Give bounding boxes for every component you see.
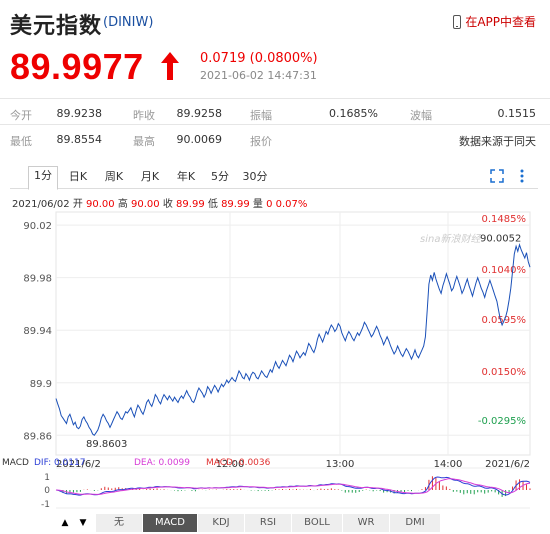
period-tabs: 1分 日K 周K 月K 年K 5分 30分 [10,164,538,190]
tab-30min[interactable]: 30分 [242,170,268,183]
y-tick-label: 89.86 [23,431,52,442]
stat-label-prev-close: 昨收 [133,109,155,122]
ohlc-high-label: 高 [117,199,128,210]
stat-label-amplitude: 振幅 [250,109,272,122]
ohlc-close: 89.99 [176,199,205,210]
tab-month-k[interactable]: 月K [140,170,160,183]
ohlc-bar: 2021/06/02 开 90.00 高 90.00 收 89.99 低 89.… [12,195,307,210]
ohlc-change-pct: 0.07% [275,199,308,210]
ohlc-high: 90.00 [131,199,160,210]
x-tick-label: 2021/6/2 [485,459,530,470]
macd-y-tick: 1 [44,473,50,483]
high-annotation: 90.0052 [480,234,521,245]
stat-label-low: 最低 [10,135,32,148]
open-in-app-label: 在APP中查看 [465,15,536,29]
indicator-tab-wr[interactable]: WR [343,514,390,532]
x-tick-label: 2021/6/2 [56,459,101,470]
stat-value-low: 89.8554 [56,133,103,146]
stats-row-2: 最低 89.8554 最高 90.0069 报价 数据来源于同天 [0,124,550,155]
watermark-text: sina新浪财经 [420,233,481,245]
stats-row-1: 今开 89.9238 昨收 89.9258 振幅 0.1685% 波幅 0.15… [0,98,550,129]
ohlc-volume-label: 量 [252,199,263,210]
tab-week-k[interactable]: 周K [104,170,124,183]
pct-tick-label: 0.1040% [482,265,527,276]
ohlc-open-label: 开 [72,199,83,210]
ohlc-close-label: 收 [162,199,173,210]
quote-time: 2021-06-02 14:47:31 [200,69,317,82]
current-price: 89.9977 [10,46,144,87]
open-in-app-link[interactable]: 在APP中查看 [453,13,536,30]
tab-day-k[interactable]: 日K [68,170,88,183]
stat-label-high: 最高 [133,135,155,148]
fullscreen-icon[interactable] [490,169,504,183]
macd-dif-label: DIF: 0.0117 [34,458,85,468]
index-title: 美元指数 [10,14,103,39]
y-tick-label: 89.9 [30,379,52,390]
stat-label-quote: 报价 [250,135,272,148]
data-source-note: 数据来源于同天 [459,135,536,148]
stat-label-range: 波幅 [410,109,432,122]
macd-label: MACD [2,458,29,468]
low-annotation: 89.8603 [86,439,127,450]
pct-tick-label: 0.0150% [482,367,527,378]
macd-value-label: MACD: 0.0036 [206,458,271,468]
indicator-tab-boll[interactable]: BOLL [292,514,343,532]
x-tick-label: 13:00 [326,459,355,470]
ohlc-open: 90.00 [86,199,115,210]
ohlc-low-label: 低 [207,199,218,210]
stat-value-open: 89.9238 [56,107,103,120]
y-tick-label: 89.94 [23,326,52,337]
tab-year-k[interactable]: 年K [176,170,196,183]
pct-tick-label: -0.0295% [478,416,526,427]
stat-value-amplitude: 0.1685% [329,107,378,120]
stat-value-range: 0.1515 [497,107,537,120]
y-tick-label: 89.98 [23,274,52,285]
price-line [55,243,531,437]
intraday-chart[interactable]: 90.02 89.98 89.94 89.9 89.86 0.1485% 0.1040% 0.… [0,210,550,512]
stat-value-high: 90.0069 [176,133,223,146]
price-change: 0.0719 (0.0800%) [200,51,318,66]
stat-value-prev-close: 89.9258 [176,107,223,120]
phone-icon [453,14,462,29]
index-code: (DINIW) [103,15,154,30]
tab-5min[interactable]: 5分 [211,170,229,183]
indicator-tab-rsi[interactable]: RSI [245,514,292,532]
ohlc-date: 2021/06/02 [12,199,70,210]
tab-1min[interactable]: 1分 [28,166,58,190]
scroll-up-button[interactable]: ▲ [61,518,69,528]
plot-frame [55,211,531,456]
indicator-tab-macd[interactable]: MACD [143,514,198,532]
stat-label-open: 今开 [10,109,32,122]
x-tick-label: 14:00 [434,459,463,470]
macd-dea-line [55,478,531,495]
ohlc-low: 89.99 [221,199,250,210]
more-options-icon[interactable] [516,169,528,183]
macd-dea-label: DEA: 0.0099 [134,458,190,468]
indicator-tab-无[interactable]: 无 [96,514,143,532]
macd-y-tick: 0 [44,486,50,496]
ohlc-volume: 0 [266,199,273,210]
scroll-down-button[interactable]: ▼ [79,518,87,528]
indicator-tab-kdj[interactable]: KDJ [198,514,245,532]
y-tick-label: 90.02 [23,221,52,232]
pct-tick-label: 0.1485% [482,214,527,225]
arrow-up-icon [161,52,179,80]
x-tick-label: 12:00 [216,459,245,470]
macd-y-tick: -1 [41,500,50,510]
indicator-tab-dmi[interactable]: DMI [390,514,441,532]
